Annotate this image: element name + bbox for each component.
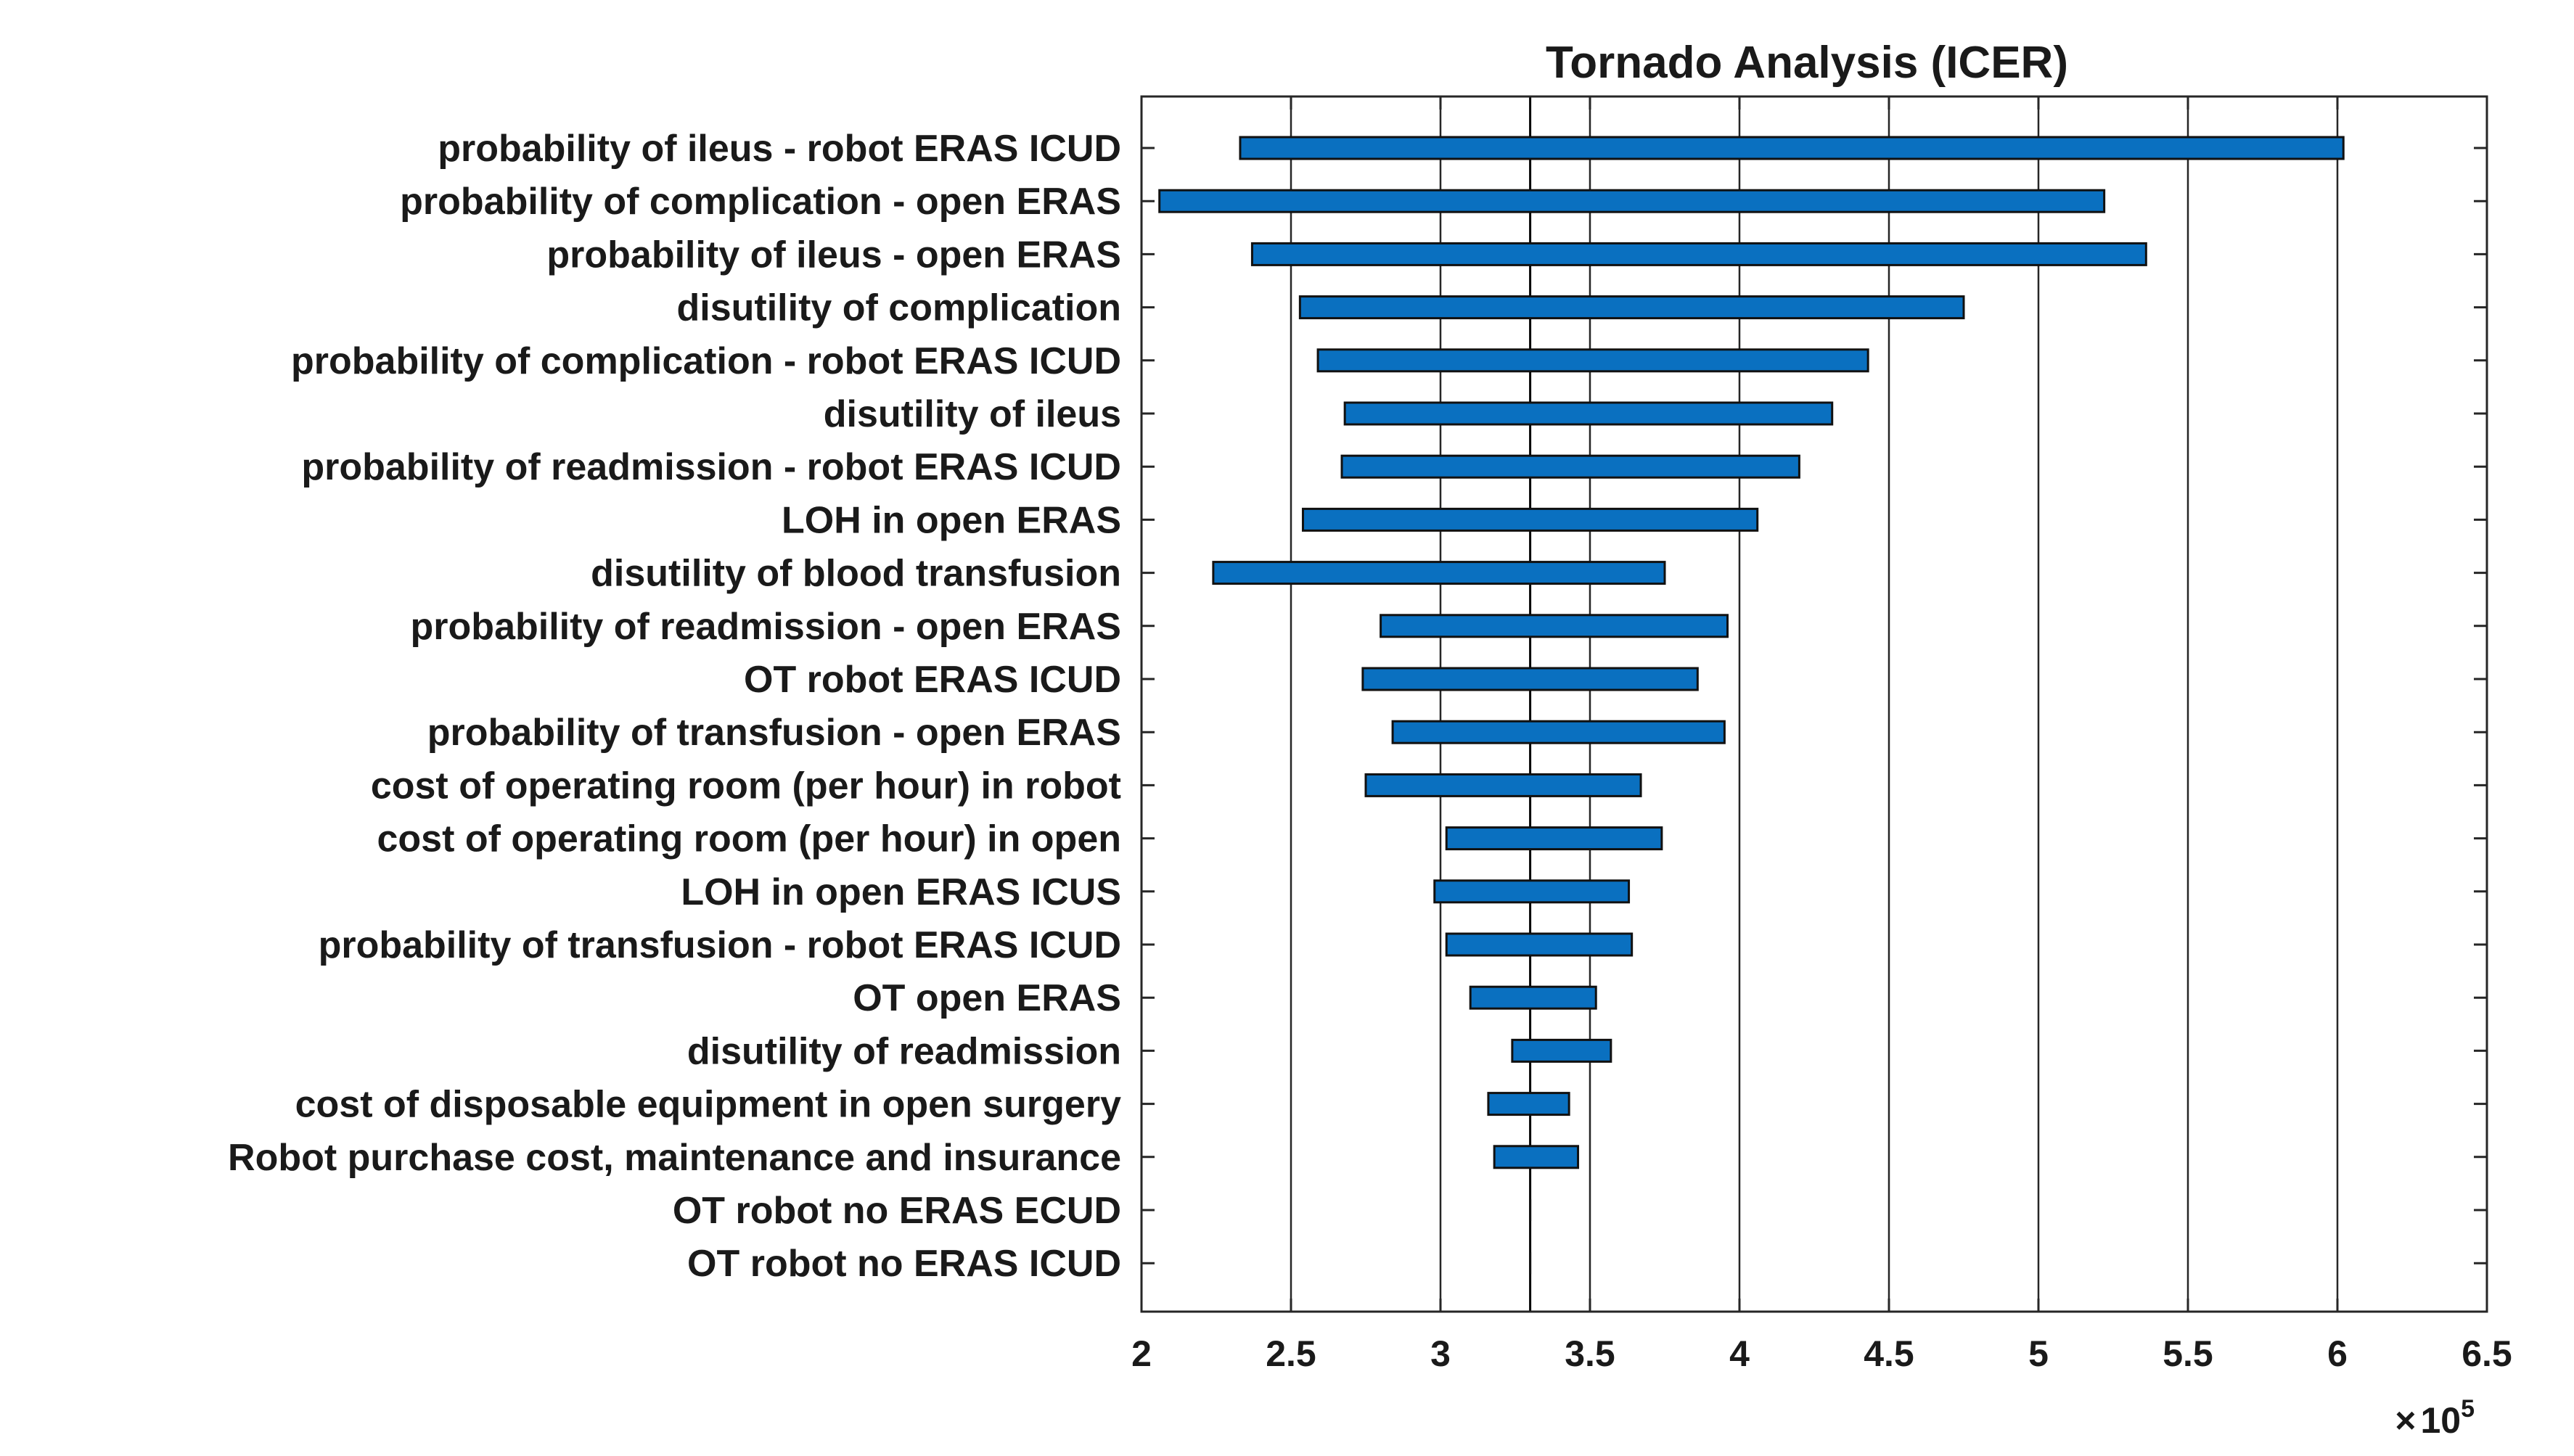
tornado-bar bbox=[1250, 242, 2147, 266]
tornado-bar bbox=[1487, 1092, 1570, 1116]
category-labels: probability of ileus - robot ERAS ICUD pr… bbox=[228, 128, 1121, 1285]
x-tick-label: 6 bbox=[2327, 1333, 2348, 1374]
category-label: LOH in open ERAS bbox=[782, 499, 1121, 541]
grid-layer bbox=[1290, 96, 2339, 1312]
multiplier-exponent: 5 bbox=[2461, 1395, 2475, 1423]
bars-layer bbox=[1158, 136, 2345, 1275]
category-label: disutility of blood transfusion bbox=[591, 553, 1121, 595]
x-tick-label: 5.5 bbox=[2163, 1333, 2213, 1374]
tornado-bar bbox=[1391, 720, 1726, 744]
category-label: probability of readmission - open ERAS bbox=[411, 606, 1121, 648]
x-tick-label: 5 bbox=[2028, 1333, 2049, 1374]
category-label: OT robot no ERAS ECUD bbox=[673, 1190, 1121, 1232]
x-tick-label: 2 bbox=[1131, 1333, 1152, 1374]
x-axis-multiplier: × 105 bbox=[2395, 1395, 2475, 1441]
tornado-bar bbox=[1298, 295, 1965, 320]
frame-layer bbox=[1140, 95, 2488, 1313]
category-label: disutility of ileus bbox=[824, 393, 1121, 435]
x-tick-label: 4 bbox=[1729, 1333, 1750, 1374]
tornado-bar bbox=[1239, 136, 2345, 160]
category-label: cost of operating room (per hour) in rob… bbox=[371, 765, 1121, 807]
multiplier-times: × bbox=[2395, 1400, 2416, 1441]
tornado-bar bbox=[1493, 1145, 1580, 1169]
tornado-bar bbox=[1361, 667, 1699, 691]
tornado-bar bbox=[1343, 401, 1834, 426]
category-label: probability of complication - robot ERAS… bbox=[291, 340, 1121, 382]
category-label: OT robot ERAS ICUD bbox=[744, 659, 1121, 701]
chart-title: Tornado Analysis (ICER) bbox=[1546, 38, 2068, 88]
x-tick-label: 4.5 bbox=[1864, 1333, 1914, 1374]
x-tick-label: 2.5 bbox=[1266, 1333, 1316, 1374]
tornado-bar bbox=[1212, 561, 1666, 585]
category-label: LOH in open ERAS ICUS bbox=[681, 871, 1121, 913]
category-label: OT robot no ERAS ICUD bbox=[687, 1243, 1121, 1285]
multiplier-base: 10 bbox=[2420, 1400, 2461, 1441]
tornado-bar bbox=[1511, 1038, 1612, 1063]
tornado-bar bbox=[1301, 507, 1759, 532]
x-tick-label: 6.5 bbox=[2462, 1333, 2512, 1374]
category-label: OT open ERAS bbox=[853, 977, 1121, 1019]
tornado-bar bbox=[1445, 932, 1634, 957]
category-label: probability of transfusion - open ERAS bbox=[427, 712, 1121, 754]
tornado-bar bbox=[1469, 985, 1597, 1010]
category-label: probability of ileus - robot ERAS ICUD bbox=[438, 128, 1121, 170]
tornado-bar bbox=[1380, 614, 1729, 638]
plot-frame bbox=[1140, 95, 2488, 1313]
category-label: disutility of readmission bbox=[687, 1030, 1121, 1072]
tornado-bar bbox=[1364, 773, 1642, 797]
tornado-bar bbox=[1433, 879, 1631, 904]
x-tick-labels: 2 2.5 3 3.5 4 4.5 5 5.5 6 6.5 bbox=[1131, 1333, 2512, 1374]
category-label: probability of readmission - robot ERAS … bbox=[301, 446, 1121, 488]
x-tick-label: 3.5 bbox=[1565, 1333, 1615, 1374]
x-tick-label: 3 bbox=[1430, 1333, 1451, 1374]
category-label: cost of disposable equipment in open sur… bbox=[295, 1084, 1121, 1126]
category-label: Robot purchase cost, maintenance and ins… bbox=[228, 1137, 1121, 1179]
category-label: probability of ileus - open ERAS bbox=[546, 234, 1121, 276]
category-label: probability of transfusion - robot ERAS … bbox=[319, 924, 1121, 966]
tornado-bar bbox=[1316, 348, 1869, 373]
category-label: disutility of complication bbox=[677, 287, 1121, 329]
tornado-bar bbox=[1158, 189, 2106, 213]
tornado-bar bbox=[1340, 454, 1800, 479]
category-label: probability of complication - open ERAS bbox=[400, 181, 1121, 223]
tornado-bar bbox=[1445, 826, 1663, 851]
category-label: cost of operating room (per hour) in ope… bbox=[377, 818, 1121, 860]
